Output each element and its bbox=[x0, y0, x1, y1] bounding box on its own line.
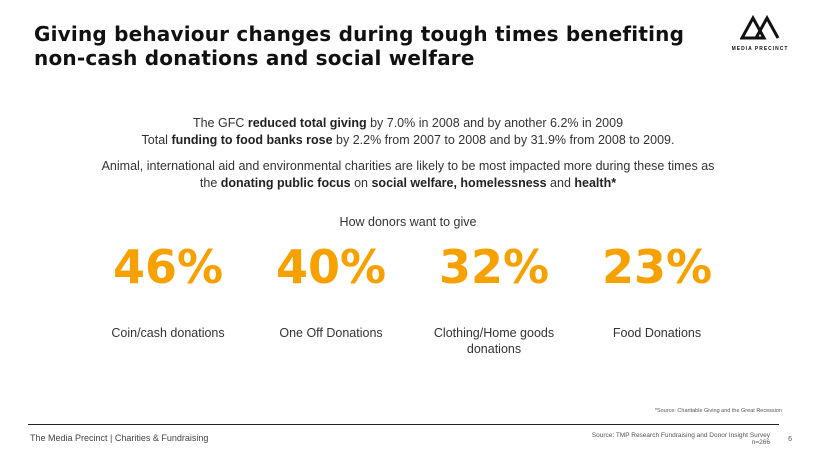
subheading: How donors want to give bbox=[339, 215, 477, 229]
stat-value: 23% bbox=[601, 240, 713, 294]
stat-label: Clothing/Home goods donations bbox=[433, 326, 555, 356]
stat-label: Coin/cash donations bbox=[111, 326, 225, 340]
impact-paragraph: Animal, international aid and environmen… bbox=[101, 159, 715, 190]
stat-value: 40% bbox=[275, 240, 387, 294]
page-number: 6 bbox=[788, 436, 792, 443]
stat-label: Food Donations bbox=[612, 326, 702, 340]
divider bbox=[28, 424, 779, 425]
mountain-logo-icon bbox=[739, 14, 780, 40]
footnote: *Source: Charitable Giving and the Great… bbox=[654, 408, 782, 414]
stat-label: One Off Donations bbox=[279, 326, 383, 340]
slide-title: Giving behaviour changes during tough ti… bbox=[34, 22, 685, 70]
stat-value: 46% bbox=[112, 240, 224, 294]
media-precinct-logo: MEDIA PRECINCT bbox=[728, 14, 792, 52]
source-note: Source: TMP Research Fundraising and Don… bbox=[591, 432, 770, 446]
stat-value: 32% bbox=[438, 240, 550, 294]
intro-paragraph: The GFC reduced total giving by 7.0% in … bbox=[141, 116, 675, 147]
footer-left: The Media Precinct | Charities & Fundrai… bbox=[30, 433, 209, 443]
